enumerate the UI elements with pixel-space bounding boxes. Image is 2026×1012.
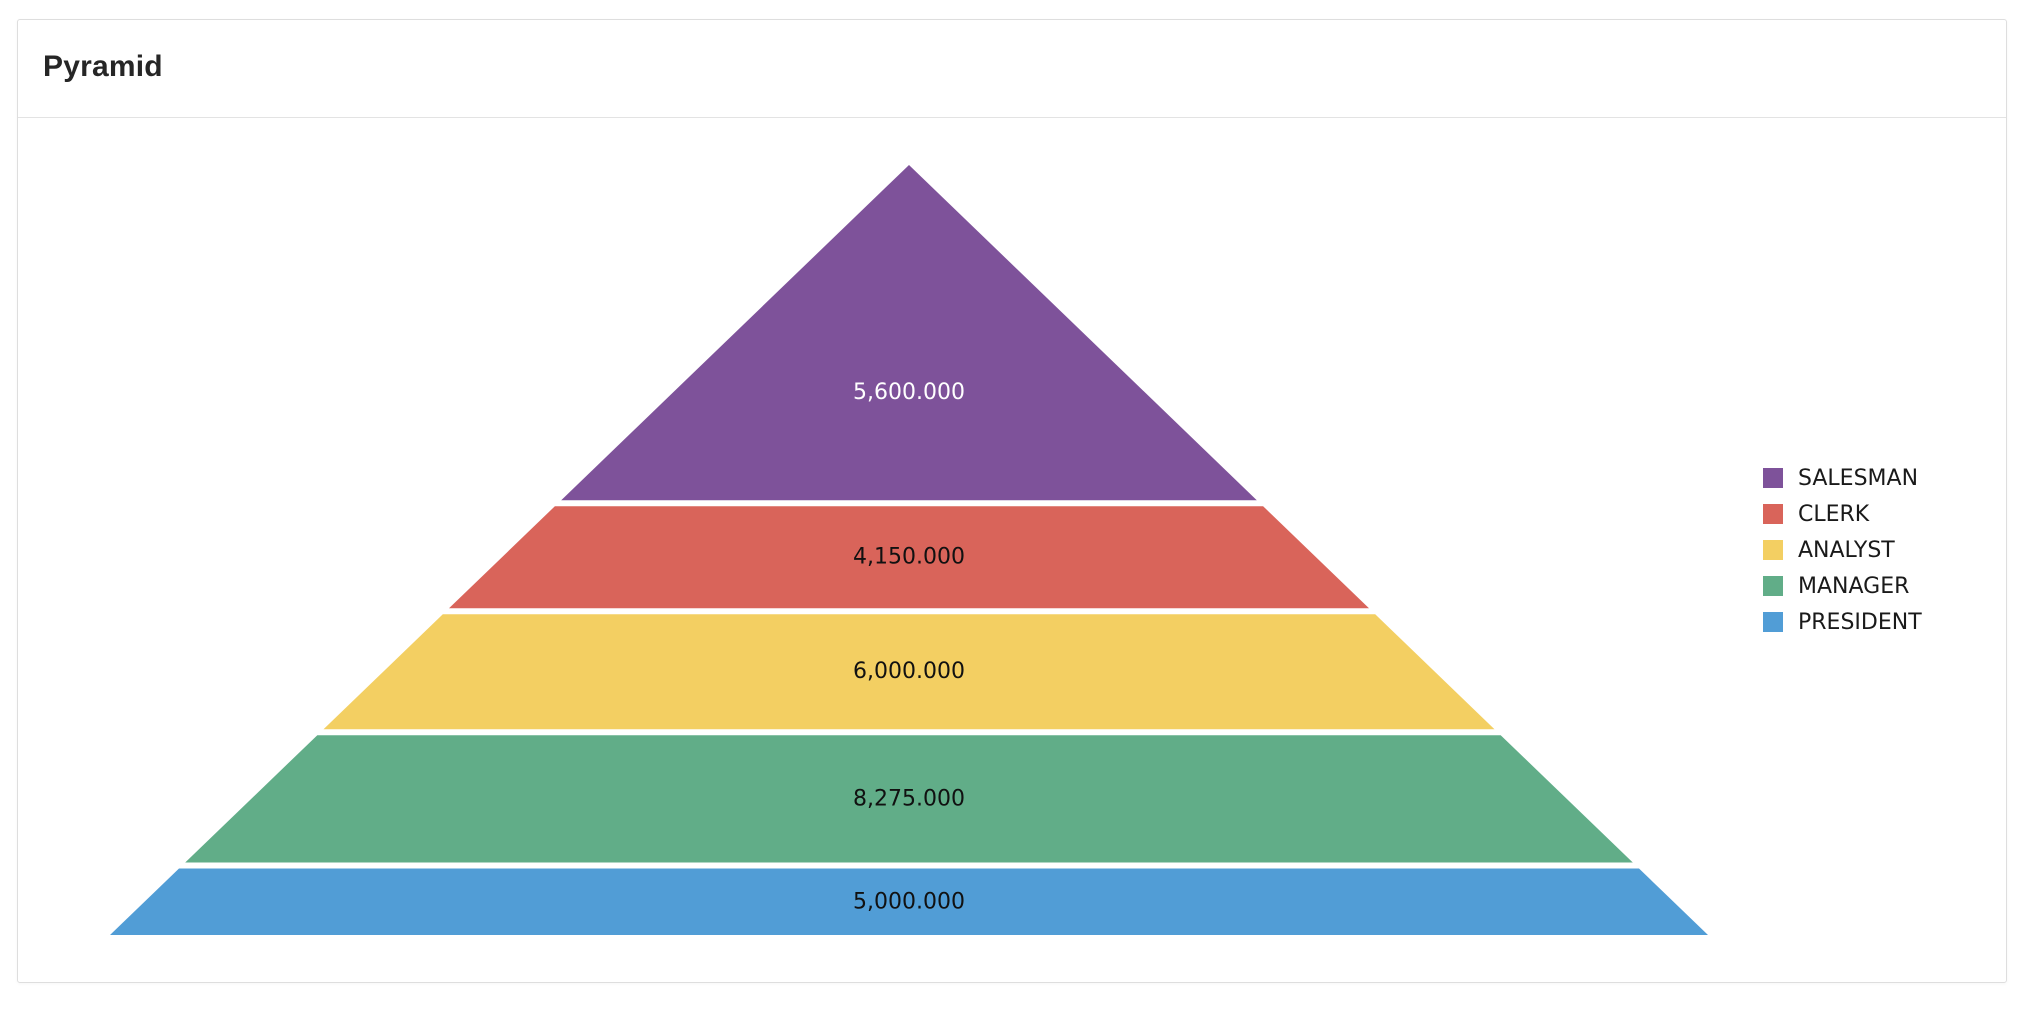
pyramid-segment-clerk[interactable]: [449, 506, 1369, 609]
chart-legend: SALESMAN CLERK ANALYST MANAGER PRESIDENT: [1763, 460, 1922, 640]
legend-label: SALESMAN: [1798, 465, 1919, 491]
legend-item-president[interactable]: PRESIDENT: [1763, 604, 1922, 640]
legend-swatch: [1763, 540, 1783, 560]
card-header: Pyramid: [18, 20, 2006, 118]
pyramid-segments: [110, 165, 1708, 935]
data-label-analyst: 6,000.000: [853, 659, 965, 684]
legend-swatch: [1763, 504, 1783, 524]
data-label-salesman: 5,600.000: [853, 380, 965, 405]
chart-title: Pyramid: [43, 50, 163, 83]
legend-label: CLERK: [1798, 501, 1870, 527]
legend-swatch: [1763, 576, 1783, 596]
pyramid-segment-salesman[interactable]: [561, 165, 1257, 501]
legend-label: MANAGER: [1798, 573, 1910, 599]
pyramid-segment-president[interactable]: [110, 868, 1708, 936]
legend-item-salesman[interactable]: SALESMAN: [1763, 460, 1922, 496]
legend-swatch: [1763, 468, 1783, 488]
legend-label: ANALYST: [1798, 537, 1895, 563]
legend-item-manager[interactable]: MANAGER: [1763, 568, 1922, 604]
legend-label: PRESIDENT: [1798, 609, 1922, 635]
pyramid-segment-analyst[interactable]: [323, 614, 1495, 730]
pyramid-data-labels: 5,600.000 4,150.000 6,000.000 8,275.000 5,00…: [853, 380, 965, 914]
legend-item-clerk[interactable]: CLERK: [1763, 496, 1922, 532]
legend-item-analyst[interactable]: ANALYST: [1763, 532, 1922, 568]
legend-swatch: [1763, 612, 1783, 632]
pyramid-segment-manager[interactable]: [185, 735, 1633, 863]
data-label-manager: 8,275.000: [853, 786, 965, 811]
data-label-president: 5,000.000: [853, 889, 965, 914]
data-label-clerk: 4,150.000: [853, 545, 965, 570]
